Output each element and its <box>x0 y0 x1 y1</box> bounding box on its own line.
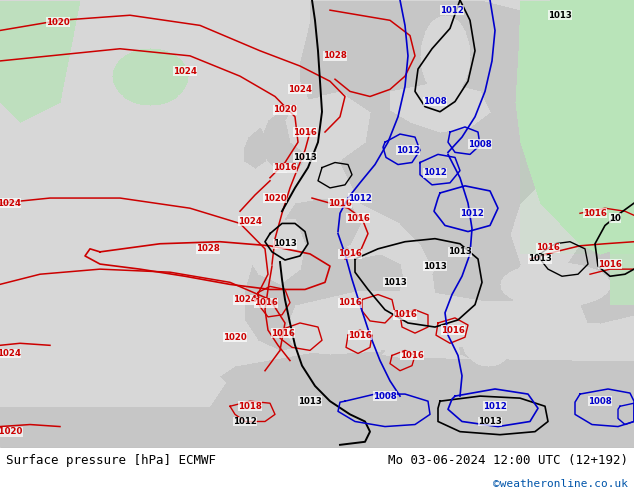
Text: 1028: 1028 <box>196 245 220 253</box>
Text: 1018: 1018 <box>238 402 262 411</box>
Text: 1016: 1016 <box>348 331 372 340</box>
Text: 1028: 1028 <box>323 51 347 60</box>
Text: Surface pressure [hPa] ECMWF: Surface pressure [hPa] ECMWF <box>6 454 216 467</box>
Text: 1013: 1013 <box>528 254 552 264</box>
Text: 1012: 1012 <box>460 209 484 218</box>
Text: 1012: 1012 <box>483 402 507 411</box>
Text: 1008: 1008 <box>588 397 612 406</box>
Text: 1008: 1008 <box>468 140 492 149</box>
Text: 1013: 1013 <box>548 11 572 20</box>
Text: 1024: 1024 <box>233 295 257 304</box>
Text: 1016: 1016 <box>271 329 295 338</box>
Text: 1016: 1016 <box>254 298 278 307</box>
Text: 1013: 1013 <box>423 262 447 270</box>
Text: 1012: 1012 <box>396 146 420 155</box>
Text: 1016: 1016 <box>393 310 417 319</box>
Text: 1013: 1013 <box>448 247 472 256</box>
Text: 1016: 1016 <box>273 163 297 172</box>
Text: 1012: 1012 <box>348 194 372 202</box>
Text: 1016: 1016 <box>441 325 465 335</box>
Text: 1024: 1024 <box>288 85 312 94</box>
Text: 1013: 1013 <box>383 278 407 287</box>
Text: 1016: 1016 <box>536 244 560 252</box>
Text: 1008: 1008 <box>423 97 447 106</box>
Text: 1013: 1013 <box>298 397 322 406</box>
Text: 1020: 1020 <box>263 194 287 202</box>
Text: 1020: 1020 <box>46 18 70 27</box>
Text: 1024: 1024 <box>173 67 197 75</box>
Text: 1016: 1016 <box>338 298 362 307</box>
Text: 1016: 1016 <box>583 209 607 218</box>
Text: 1016: 1016 <box>346 214 370 223</box>
Text: 1012: 1012 <box>233 417 257 426</box>
Text: 1024: 1024 <box>0 198 21 208</box>
Text: 1016: 1016 <box>338 249 362 258</box>
Text: 1016: 1016 <box>400 351 424 360</box>
Text: 1013: 1013 <box>273 239 297 248</box>
Text: Mo 03-06-2024 12:00 UTC (12+192): Mo 03-06-2024 12:00 UTC (12+192) <box>387 454 628 467</box>
Text: 1024: 1024 <box>0 349 21 358</box>
Text: 1013: 1013 <box>293 153 317 162</box>
Text: 1016: 1016 <box>293 127 317 137</box>
Text: 1013: 1013 <box>478 417 502 426</box>
Text: 1020: 1020 <box>223 333 247 342</box>
Text: 10: 10 <box>609 214 621 223</box>
Text: 1020: 1020 <box>273 105 297 114</box>
Text: 1016: 1016 <box>598 260 622 269</box>
Text: 1012: 1012 <box>423 168 447 177</box>
Text: 1024: 1024 <box>238 217 262 226</box>
Text: 1016: 1016 <box>328 198 352 208</box>
Text: 1012: 1012 <box>440 6 464 15</box>
Text: ©weatheronline.co.uk: ©weatheronline.co.uk <box>493 479 628 489</box>
Text: 1008: 1008 <box>373 392 397 401</box>
Text: -1020: -1020 <box>0 427 23 436</box>
